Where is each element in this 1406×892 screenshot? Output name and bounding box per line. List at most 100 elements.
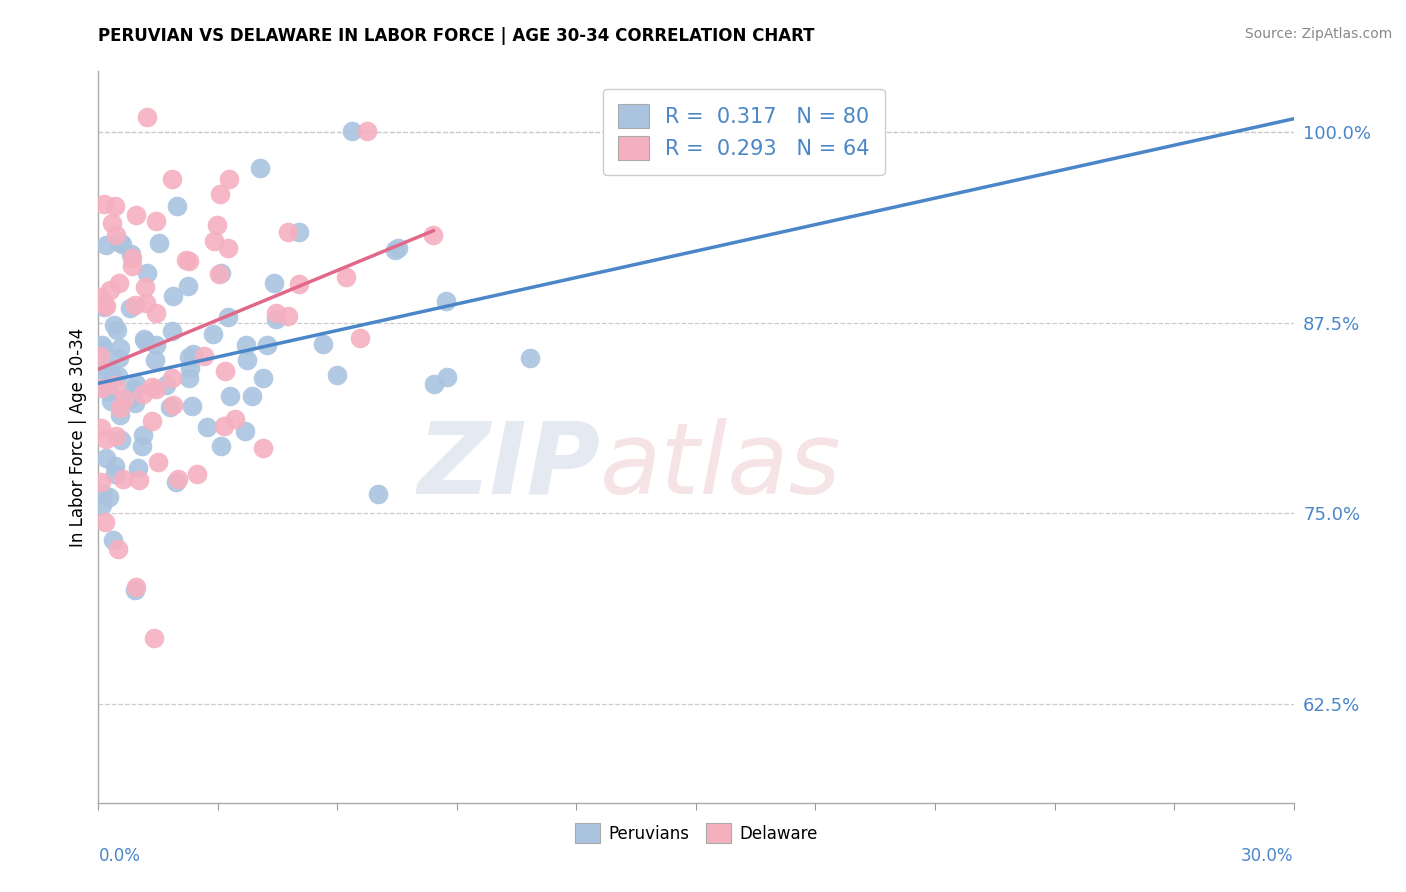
Point [110, 401, 132, 416]
Point [384, 243, 406, 257]
Point [233, 424, 256, 438]
Point [160, 371, 183, 385]
Point [124, 376, 146, 391]
Point [125, 208, 148, 222]
Point [256, 337, 278, 351]
Point [266, 311, 288, 326]
Point [143, 353, 166, 368]
Point [91, 341, 114, 355]
Point [174, 253, 197, 268]
Point [136, 110, 159, 124]
Point [90, 421, 112, 435]
Point [160, 324, 183, 338]
Point [218, 389, 240, 403]
Y-axis label: In Labor Force | Age 30-34: In Labor Force | Age 30-34 [69, 327, 87, 547]
Point [179, 371, 201, 385]
Point [134, 334, 156, 349]
Point [218, 171, 240, 186]
Point [125, 581, 148, 595]
Point [202, 235, 225, 249]
Point [104, 378, 127, 392]
Point [91, 499, 114, 513]
Point [120, 246, 142, 260]
Text: atlas: atlas [600, 417, 842, 515]
Point [103, 533, 125, 548]
Point [179, 350, 201, 364]
Point [94, 359, 117, 374]
Point [186, 467, 208, 482]
Point [209, 266, 232, 280]
Point [134, 280, 156, 294]
Point [89, 349, 111, 363]
Point [117, 393, 139, 408]
Point [235, 338, 257, 352]
Point [240, 389, 263, 403]
Point [208, 267, 231, 281]
Point [121, 389, 143, 403]
Point [155, 378, 177, 392]
Point [97, 384, 120, 398]
Point [342, 124, 364, 138]
Point [108, 277, 131, 291]
Point [136, 266, 159, 280]
Point [132, 387, 155, 401]
Point [131, 428, 153, 442]
Point [124, 298, 146, 312]
Point [107, 351, 129, 366]
Point [212, 418, 235, 433]
Point [131, 439, 153, 453]
Point [193, 349, 215, 363]
Point [93, 197, 115, 211]
Point [264, 306, 287, 320]
Point [112, 392, 135, 406]
Point [165, 475, 187, 489]
Point [148, 235, 170, 250]
Point [107, 235, 129, 249]
Point [166, 199, 188, 213]
Point [349, 330, 371, 344]
Point [217, 310, 239, 324]
Point [145, 306, 167, 320]
Point [100, 394, 122, 409]
Point [208, 187, 231, 202]
Point [214, 364, 236, 378]
Point [97, 490, 120, 504]
Text: ZIP: ZIP [418, 417, 600, 515]
Point [224, 412, 246, 426]
Point [356, 124, 378, 138]
Point [91, 371, 114, 385]
Point [436, 369, 458, 384]
Point [177, 278, 200, 293]
Point [107, 369, 129, 384]
Point [422, 228, 444, 243]
Point [202, 326, 225, 341]
Point [236, 352, 259, 367]
Point [93, 297, 115, 311]
Point [132, 332, 155, 346]
Point [162, 289, 184, 303]
Point [519, 351, 541, 365]
Point [111, 236, 134, 251]
Point [179, 361, 201, 376]
Point [100, 367, 122, 381]
Point [249, 161, 271, 175]
Point [434, 294, 457, 309]
Point [90, 381, 112, 395]
Point [167, 472, 190, 486]
Point [104, 227, 127, 242]
Text: Source: ZipAtlas.com: Source: ZipAtlas.com [1244, 27, 1392, 41]
Point [107, 542, 129, 557]
Point [128, 473, 150, 487]
Point [277, 309, 299, 323]
Point [252, 441, 274, 455]
Point [91, 487, 114, 501]
Point [93, 300, 115, 314]
Point [148, 455, 170, 469]
Point [105, 323, 128, 337]
Point [145, 214, 167, 228]
Point [90, 475, 112, 489]
Point [121, 382, 143, 396]
Point [94, 299, 117, 313]
Point [118, 301, 141, 316]
Point [94, 238, 117, 252]
